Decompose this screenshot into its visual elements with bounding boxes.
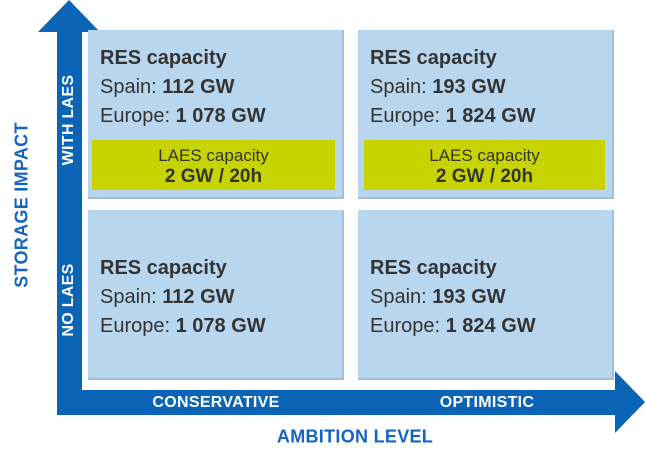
europe-line: Europe: 1 078 GW <box>100 312 266 341</box>
laes-capacity-value: 2 GW / 20h <box>435 166 534 187</box>
spain-label: Spain: <box>370 286 433 308</box>
laes-capacity-box: LAES capacity 2 GW / 20h <box>364 140 605 190</box>
laes-capacity-label: LAES capacity <box>429 146 540 165</box>
spain-line: Spain: 112 GW <box>100 73 266 102</box>
quadrant-with-laes-conservative: RES capacity Spain: 112 GW Europe: 1 078… <box>88 30 344 199</box>
europe-label: Europe: <box>100 315 176 337</box>
europe-value: 1 824 GW <box>445 105 536 127</box>
y-level-with-laes: WITH LAES <box>60 74 77 166</box>
europe-line: Europe: 1 078 GW <box>100 102 266 131</box>
laes-capacity-value: 2 GW / 20h <box>164 166 263 187</box>
x-level-conservative: CONSERVATIVE <box>152 394 280 411</box>
spain-label: Spain: <box>370 76 433 98</box>
y-level-no-laes: NO LAES <box>60 263 77 337</box>
res-capacity-text: RES capacity Spain: 193 GW Europe: 1 824… <box>370 254 536 341</box>
europe-value: 1 078 GW <box>175 315 266 337</box>
res-capacity-text: RES capacity Spain: 112 GW Europe: 1 078… <box>100 254 266 341</box>
res-capacity-title: RES capacity <box>370 47 497 69</box>
quadrant-with-laes-optimistic: RES capacity Spain: 193 GW Europe: 1 824… <box>358 30 614 199</box>
res-capacity-title: RES capacity <box>370 257 497 279</box>
europe-label: Europe: <box>370 105 446 127</box>
spain-value: 112 GW <box>162 76 235 98</box>
spain-value: 193 GW <box>432 76 506 98</box>
y-axis-title: STORAGE IMPACT <box>11 122 32 288</box>
spain-line: Spain: 193 GW <box>370 283 536 312</box>
x-axis-title: AMBITION LEVEL <box>276 426 434 447</box>
res-capacity-text: RES capacity Spain: 193 GW Europe: 1 824… <box>370 44 536 131</box>
x-level-optimistic: OPTIMISTIC <box>439 394 535 411</box>
y-axis-arrow-icon <box>38 0 100 32</box>
spain-label: Spain: <box>100 286 163 308</box>
europe-label: Europe: <box>100 105 176 127</box>
spain-value: 112 GW <box>162 286 235 308</box>
europe-value: 1 824 GW <box>445 315 536 337</box>
spain-value: 193 GW <box>432 286 506 308</box>
spain-line: Spain: 193 GW <box>370 73 536 102</box>
europe-line: Europe: 1 824 GW <box>370 312 536 341</box>
spain-line: Spain: 112 GW <box>100 283 266 312</box>
spain-label: Spain: <box>100 76 163 98</box>
europe-line: Europe: 1 824 GW <box>370 102 536 131</box>
res-capacity-title: RES capacity <box>100 257 227 279</box>
y-axis-bar <box>57 30 82 415</box>
x-axis-bar <box>57 390 617 415</box>
res-capacity-text: RES capacity Spain: 112 GW Europe: 1 078… <box>100 44 266 131</box>
quadrant-no-laes-optimistic: RES capacity Spain: 193 GW Europe: 1 824… <box>358 210 614 380</box>
europe-label: Europe: <box>370 315 446 337</box>
laes-capacity-label: LAES capacity <box>158 146 269 165</box>
europe-value: 1 078 GW <box>175 105 266 127</box>
res-capacity-title: RES capacity <box>100 47 227 69</box>
quadrant-no-laes-conservative: RES capacity Spain: 112 GW Europe: 1 078… <box>88 210 344 380</box>
laes-capacity-box: LAES capacity 2 GW / 20h <box>92 140 335 190</box>
x-axis-arrow-icon <box>615 371 645 433</box>
